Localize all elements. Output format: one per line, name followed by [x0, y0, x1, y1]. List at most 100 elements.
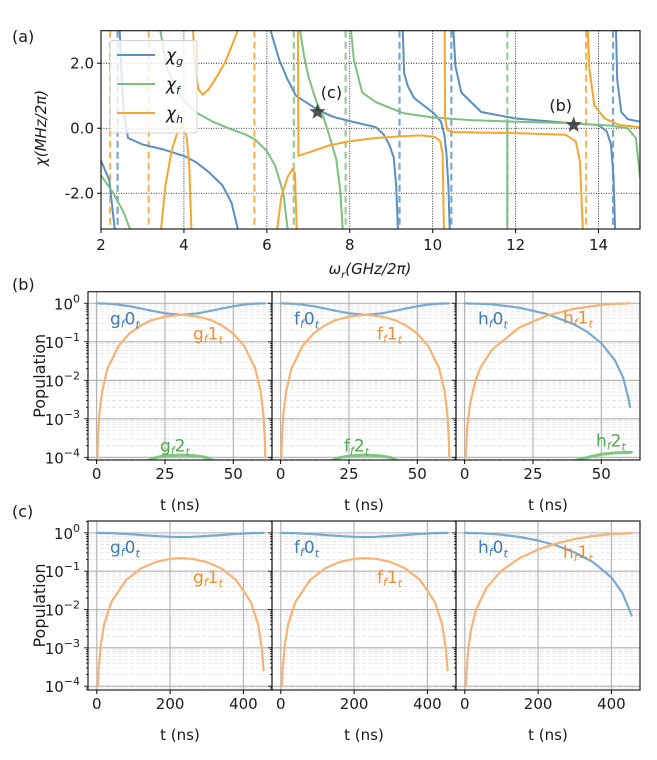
- legend-entry: χf: [165, 75, 182, 97]
- text-part: 1: [578, 309, 589, 329]
- population-curve: [280, 556, 449, 688]
- text-part: t: [588, 318, 593, 331]
- curve-label: gf0t: [110, 310, 141, 332]
- text-part: 10: [45, 334, 64, 352]
- panel-label-a: (a): [12, 27, 34, 46]
- curve-label: gf2t: [160, 437, 191, 459]
- x-tick-label: 50: [592, 465, 611, 483]
- y-axis-label: Population: [30, 563, 49, 647]
- text-part: f: [176, 84, 182, 97]
- curve-label: ff2t: [344, 437, 370, 459]
- text-part: 10: [45, 678, 64, 696]
- text-part: t: [398, 577, 403, 590]
- y-tick-label: -2.0: [65, 185, 94, 203]
- text-part: t: [398, 334, 403, 347]
- text-part: 10: [45, 602, 64, 620]
- x-tick-label: 0: [460, 695, 470, 713]
- x-tick-label: 12: [506, 236, 525, 254]
- curve-label: hf1t: [563, 543, 593, 565]
- text-part: f: [294, 310, 301, 330]
- text-part: 2: [611, 432, 622, 452]
- text-part: 0: [304, 310, 315, 330]
- text-part: g: [110, 310, 121, 330]
- curve-label: ff1t: [377, 568, 403, 590]
- y-tick-label: 10−4: [45, 446, 80, 467]
- curve-label: ff1t: [377, 325, 403, 347]
- text-part: r: [341, 270, 346, 281]
- population-curve: [463, 531, 633, 617]
- text-part: −3: [64, 408, 80, 421]
- text-part: h: [563, 309, 574, 329]
- y-tick-label: 2.0: [70, 55, 94, 73]
- text-part: f: [121, 546, 127, 559]
- text-part: 0: [125, 310, 136, 330]
- text-part: −2: [64, 369, 80, 382]
- text-part: f: [294, 538, 301, 558]
- text-part: −2: [64, 599, 80, 612]
- population-curve: [572, 450, 633, 461]
- population-curve: [144, 453, 216, 461]
- population-curve: [96, 556, 265, 688]
- series-line-chi-h: [296, 30, 445, 230]
- text-part: f: [574, 551, 580, 564]
- x-tick-label: 25: [155, 465, 174, 483]
- text-part: χ: [165, 46, 177, 66]
- x-tick-label: 8: [345, 236, 355, 254]
- y-tick-label: 10−2: [45, 369, 80, 390]
- text-part: χ: [165, 75, 177, 95]
- text-part: 1: [208, 325, 219, 345]
- text-part: t: [588, 552, 593, 565]
- text-part: −1: [64, 560, 80, 573]
- text-part: g: [160, 437, 171, 457]
- y-tick-label: 10−4: [45, 675, 80, 696]
- text-part: f: [300, 546, 306, 559]
- marker-label: (c): [321, 83, 342, 102]
- text-part: f: [171, 445, 177, 458]
- text-part: 10: [54, 295, 73, 313]
- text-part: 0: [73, 522, 80, 535]
- x-tick-label: 50: [408, 465, 427, 483]
- x-tick-label: 0: [92, 465, 102, 483]
- x-tick-label: 400: [229, 695, 258, 713]
- y-tick-label: 100: [54, 522, 80, 543]
- text-part: f: [489, 318, 495, 331]
- text-part: 10: [45, 411, 64, 429]
- curve-label: gf1t: [193, 568, 224, 590]
- panel-label-b: (b): [12, 275, 35, 294]
- text-part: χ: [165, 104, 177, 124]
- text-part: t: [621, 441, 626, 454]
- text-part: h: [478, 310, 489, 330]
- panel-label-c: (c): [12, 502, 33, 521]
- text-part: f: [377, 325, 384, 345]
- star-marker: [309, 103, 326, 119]
- text-part: 1: [387, 325, 398, 345]
- curve-label: ff0t: [294, 310, 320, 332]
- x-tick-label: 6: [262, 236, 272, 254]
- curve-label: gf0t: [110, 538, 141, 560]
- text-part: 0: [493, 310, 504, 330]
- curve-label: hf2t: [596, 432, 626, 454]
- plot-area: [272, 291, 456, 461]
- text-part: f: [383, 333, 389, 346]
- text-part: f: [204, 333, 210, 346]
- text-part: t: [136, 547, 141, 560]
- x-tick-label: 25: [339, 465, 358, 483]
- population-curve: [96, 313, 267, 459]
- series-line-chi-f: [299, 30, 344, 230]
- x-tick-label: 0: [92, 695, 102, 713]
- text-part: h: [478, 538, 489, 558]
- text-part: g: [110, 538, 121, 558]
- text-part: 1: [387, 568, 398, 588]
- text-part: 1: [578, 543, 589, 563]
- x-tick-label: 0: [276, 695, 286, 713]
- x-axis-label: t (ns): [344, 726, 384, 744]
- series-line-chi-f: [350, 30, 640, 178]
- x-tick-label: 200: [524, 695, 553, 713]
- text-part: −4: [64, 675, 80, 688]
- population-curve: [95, 531, 265, 539]
